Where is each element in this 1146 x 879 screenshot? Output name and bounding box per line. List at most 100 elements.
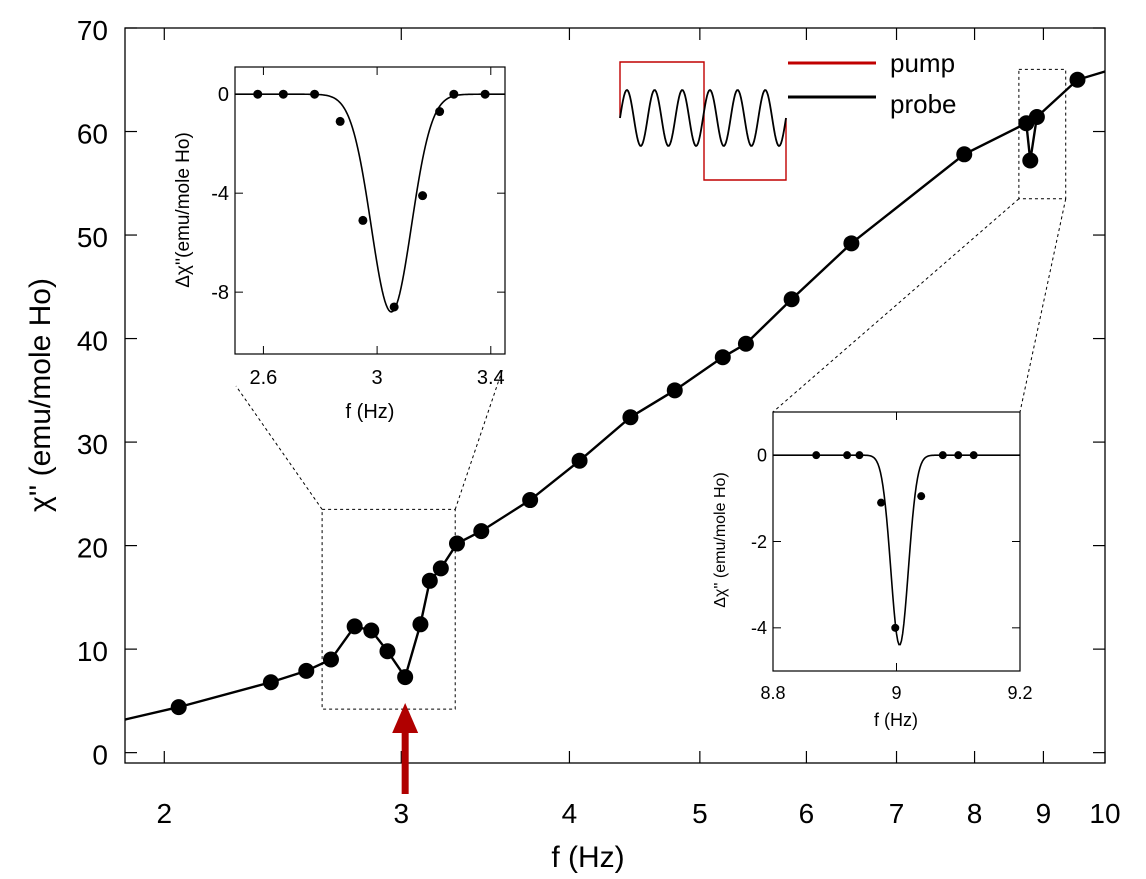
inset-x-tick-label: 2.6 xyxy=(250,367,278,389)
inset-x-tick-label: 3.4 xyxy=(477,367,505,389)
inset-right-x-axis-label: f (Hz) xyxy=(874,710,918,730)
inset-y-tick-label: 0 xyxy=(218,84,229,106)
inset-data-point xyxy=(278,89,288,99)
inset-data-point xyxy=(938,451,947,460)
zoom-box-right xyxy=(1018,68,1067,200)
main-y-tick-label: 40 xyxy=(77,326,108,357)
inset-data-point xyxy=(358,215,368,225)
inset-data-point xyxy=(480,89,490,99)
inset-data-point xyxy=(435,107,445,117)
inset-left-frame xyxy=(234,66,506,355)
main-y-axis-label: χ'' (emu/mole Ho) xyxy=(24,278,57,512)
main-data-point xyxy=(1028,109,1045,126)
main-data-point xyxy=(714,349,731,366)
main-series xyxy=(124,70,1106,721)
main-x-tick-label: 9 xyxy=(1036,798,1052,829)
main-data-point xyxy=(170,699,187,716)
main-data-point xyxy=(432,560,449,577)
arrow-head xyxy=(392,702,419,733)
main-data-point xyxy=(522,492,539,509)
pump-waveform-icon xyxy=(619,61,787,181)
main-data-point xyxy=(473,523,490,540)
main-data-point xyxy=(783,291,800,308)
main-data-point xyxy=(363,622,380,639)
inset-data-point xyxy=(335,116,345,126)
main-x-tick-label: 8 xyxy=(967,798,983,829)
main-y-tick-label: 0 xyxy=(92,740,108,771)
inset-data-point xyxy=(310,89,320,99)
main-y-tick-label: 10 xyxy=(77,636,108,667)
legend-probe-label: probe xyxy=(890,89,957,119)
main-y-tick-label: 20 xyxy=(77,533,108,564)
main-plot-frame xyxy=(124,27,1106,764)
inset-data-point xyxy=(389,302,399,312)
inset-x-tick-label: 9 xyxy=(891,683,901,703)
main-data-point xyxy=(622,409,639,426)
main-x-tick-label: 3 xyxy=(393,798,409,829)
inset-right-series xyxy=(773,451,1020,646)
inset-left-ticks: 2.6 3 3.4 0 -4 -8 xyxy=(211,67,505,389)
main-data-point xyxy=(421,572,438,589)
main-data-point xyxy=(666,382,683,399)
main-x-tick-label: 10 xyxy=(1089,798,1120,829)
inset-right: 8.8 9 9.2 0 -2 -4 f (Hz) Δχ'' (emu/mole Ho) xyxy=(712,411,1033,730)
main-x-tick-label: 2 xyxy=(156,798,172,829)
zoom-boxes xyxy=(235,68,1067,710)
inset-data-point xyxy=(449,89,459,99)
main-data-point xyxy=(571,452,588,469)
zoom-box-left xyxy=(321,508,456,710)
inset-x-tick-label: 8.8 xyxy=(760,683,785,703)
main-x-tick-label: 6 xyxy=(799,798,815,829)
probe-waveform-icon xyxy=(619,88,787,148)
zoom-connector-left-a xyxy=(235,385,323,510)
inset-data-point xyxy=(954,451,963,460)
main-x-tick-label: 5 xyxy=(692,798,708,829)
main-y-tick-label: 60 xyxy=(77,119,108,150)
inset-data-point xyxy=(969,451,978,460)
inset-x-tick-label: 9.2 xyxy=(1007,683,1032,703)
main-data-point xyxy=(843,235,860,252)
main-x-ticks: 2 3 4 5 6 7 8 9 10 xyxy=(156,28,1121,829)
main-data-point xyxy=(262,674,279,691)
main-data-point xyxy=(397,669,414,686)
inset-y-tick-label: -8 xyxy=(211,282,229,304)
inset-data-point xyxy=(843,451,852,460)
inset-left-y-axis-label: Δχ''(emu/mole Ho) xyxy=(173,132,194,288)
inset-x-tick-label: 3 xyxy=(372,367,383,389)
main-x-tick-label: 4 xyxy=(562,798,578,829)
main-x-axis-label: f (Hz) xyxy=(551,841,624,874)
main-data-point xyxy=(448,535,465,552)
main-data-point xyxy=(737,335,754,352)
main-data-point xyxy=(379,643,396,660)
zoom-connector-right-a xyxy=(772,198,1020,413)
main-series-line xyxy=(124,70,1106,721)
legend-pump-label: pump xyxy=(890,48,955,78)
inset-right-y-axis-label: Δχ'' (emu/mole Ho) xyxy=(712,472,729,607)
legend: pump probe xyxy=(619,48,957,181)
main-data-point xyxy=(1022,152,1039,169)
inset-y-tick-label: -4 xyxy=(751,618,767,638)
inset-left-series xyxy=(235,89,505,313)
inset-y-tick-label: 0 xyxy=(757,445,767,465)
main-data-point xyxy=(346,618,363,635)
main-data-point xyxy=(1069,71,1086,88)
main-data-point xyxy=(298,662,315,679)
main-y-tick-label: 50 xyxy=(77,222,108,253)
inset-y-tick-label: -2 xyxy=(751,532,767,552)
main-y-tick-label: 70 xyxy=(77,15,108,46)
main-data-point xyxy=(322,651,339,668)
main-y-tick-label: 30 xyxy=(77,429,108,460)
zoom-connector-left-b xyxy=(454,367,504,510)
inset-data-point xyxy=(877,498,886,507)
inset-data-point xyxy=(917,492,926,501)
inset-data-point xyxy=(418,191,428,201)
inset-data-point xyxy=(891,623,900,632)
zoom-connector-right-b xyxy=(1019,198,1067,413)
main-data-point xyxy=(956,146,973,163)
pump-frequency-arrow xyxy=(392,702,419,795)
inset-data-point xyxy=(253,89,263,99)
inset-data-point xyxy=(812,451,821,460)
